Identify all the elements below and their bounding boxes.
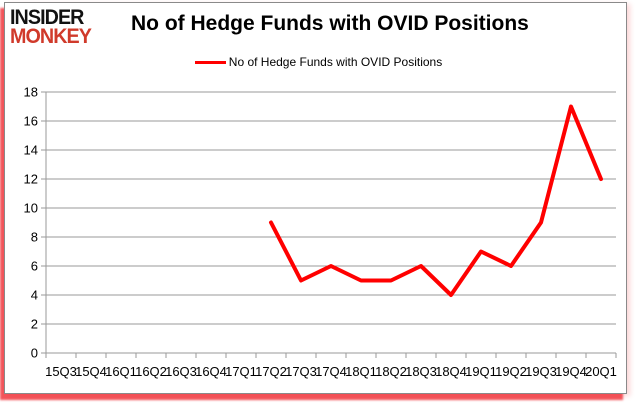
x-tick-label: 17Q1 [225,364,257,379]
x-tick-label: 19Q1 [465,364,497,379]
x-tick-label: 18Q4 [435,364,467,379]
y-tick-label: 4 [31,288,38,303]
x-tick-label: 15Q3 [45,364,77,379]
legend-line-swatch [194,60,226,64]
x-tick-label: 18Q1 [345,364,377,379]
chart-frame [4,2,627,394]
x-tick-label: 17Q3 [285,364,317,379]
x-tick-label: 17Q2 [255,364,287,379]
x-tick-label: 17Q4 [315,364,347,379]
insider-monkey-logo: INSIDER MONKEY [10,6,92,48]
x-tick-label: 20Q1 [585,364,617,379]
y-tick-label: 0 [31,346,38,361]
y-tick-label: 18 [24,85,38,100]
y-tick-label: 10 [24,201,38,216]
legend: No of Hedge Funds with OVID Positions [0,55,637,69]
x-tick-label: 16Q1 [105,364,137,379]
x-tick-label: 15Q4 [75,364,107,379]
x-tick-label: 16Q2 [135,364,167,379]
y-tick-label: 2 [31,317,38,332]
x-tick-label: 19Q2 [495,364,527,379]
x-tick-label: 16Q3 [165,364,197,379]
logo-line-insider: INSIDER [10,6,84,29]
logo-line-monkey: MONKEY [10,25,92,48]
x-tick-label: 18Q2 [375,364,407,379]
legend-label: No of Hedge Funds with OVID Positions [228,55,443,69]
y-tick-label: 6 [31,259,38,274]
y-tick-label: 8 [31,230,38,245]
y-tick-label: 12 [24,172,38,187]
series-line [269,104,603,297]
x-tick-label: 19Q4 [555,364,587,379]
chart-title: No of Hedge Funds with OVID Positions [131,12,529,35]
x-tick-label: 19Q3 [525,364,557,379]
x-tick-label: 16Q4 [195,364,227,379]
y-tick-label: 14 [24,143,38,158]
x-tick-label: 18Q3 [405,364,437,379]
y-tick-label: 16 [24,114,38,129]
